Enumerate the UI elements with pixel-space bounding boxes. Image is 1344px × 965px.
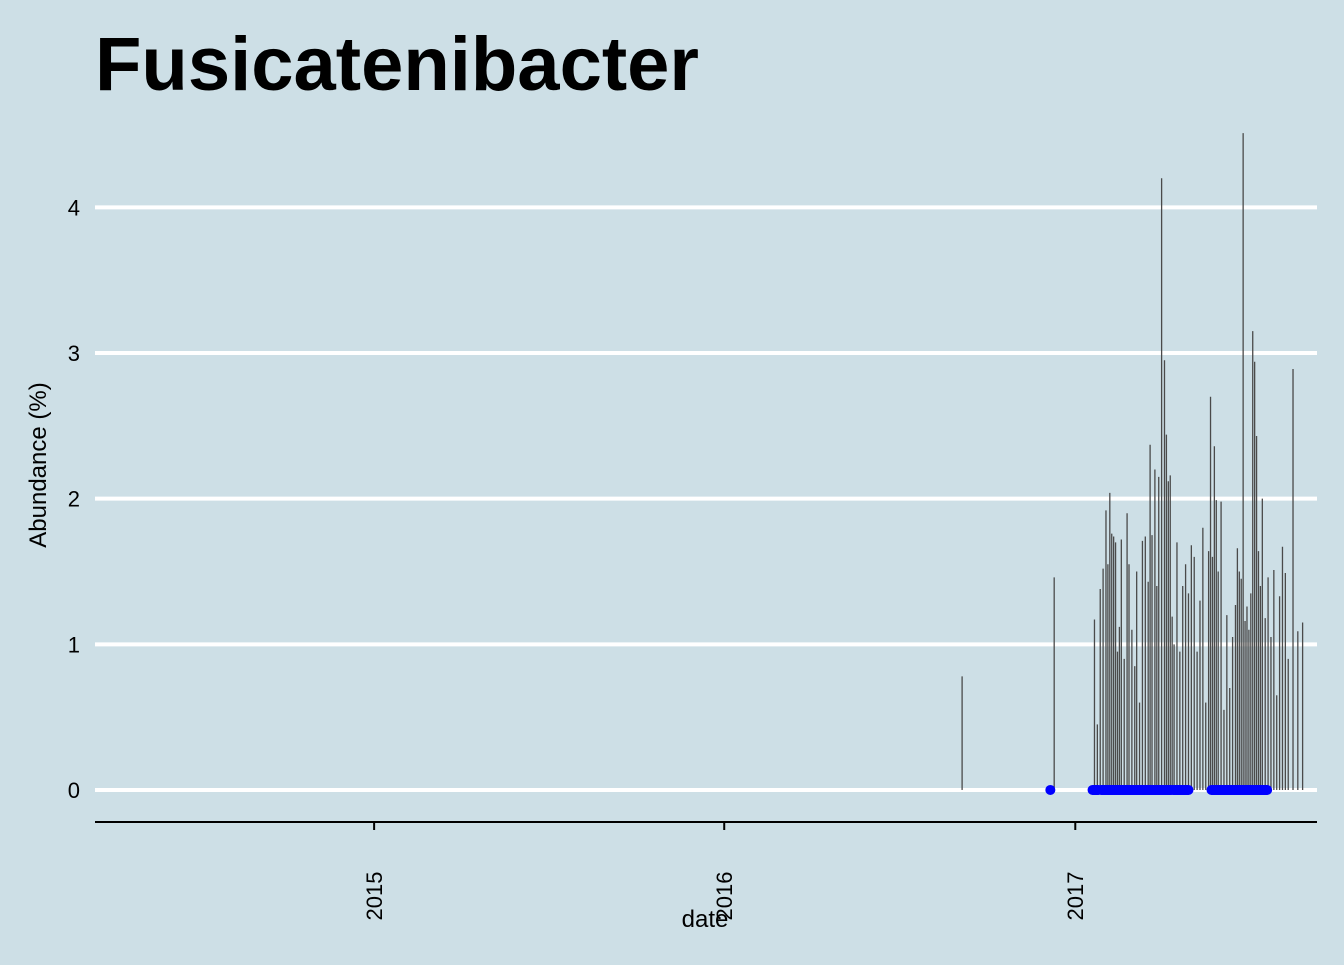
- y-tick-label-2: 2: [68, 487, 80, 512]
- y-axis-ticks: 0 1 2 3 4: [68, 195, 80, 803]
- zero-point-98: [1183, 784, 1194, 795]
- zero-point-157: [1262, 784, 1273, 795]
- zero-point-0: [1045, 784, 1056, 795]
- zero-points: [1045, 784, 1273, 795]
- chart-title: Fusicatenibacter: [95, 22, 699, 107]
- y-tick-label-1: 1: [68, 632, 80, 657]
- x-axis-label: date: [682, 906, 729, 933]
- x-tick-label-0: 2015: [362, 872, 387, 921]
- x-tick-label-2: 2017: [1063, 872, 1088, 921]
- x-tick-label-1: 2016: [712, 872, 737, 921]
- y-axis-label: Abundance (%): [25, 382, 52, 547]
- y-tick-label-0: 0: [68, 778, 80, 803]
- x-axis-ticks: 2015 2016 2017: [362, 822, 1088, 920]
- y-tick-label-4: 4: [68, 195, 80, 220]
- abundance-bars: [961, 133, 1304, 790]
- y-tick-label-3: 3: [68, 341, 80, 366]
